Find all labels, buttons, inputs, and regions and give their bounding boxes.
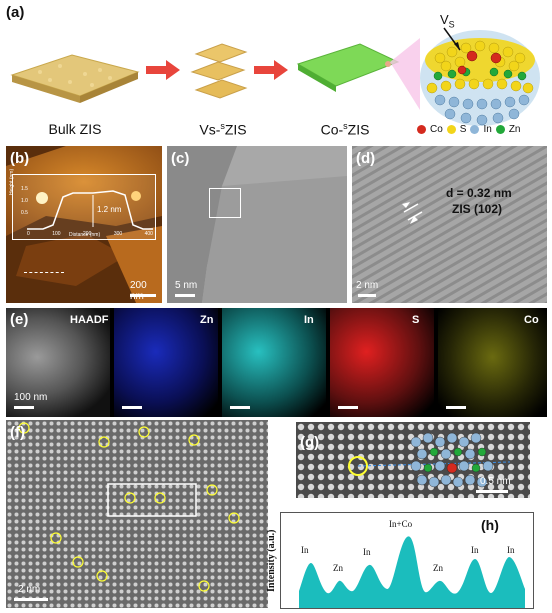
atom-array <box>426 40 534 126</box>
height-annotation: 1.2 nm <box>97 205 122 214</box>
bulk-zis-flake <box>10 54 140 97</box>
arrow-right-2 <box>254 60 288 80</box>
panel-f-haadf-stem-image: 2 nm <box>6 420 268 608</box>
panel-g-zoom-image: 0.5 nm <box>296 422 530 498</box>
scale-bar-g <box>476 490 508 493</box>
lattice-plane-label: ZIS (102) <box>452 202 503 216</box>
peak-label-0: In <box>301 545 309 555</box>
peak-label-3: In+Co <box>389 519 413 529</box>
scale-label-f: 2 nm <box>18 584 41 595</box>
inset-xticks: 0 100 200 300 400 <box>27 231 153 237</box>
panel-c-tem-image: 5 nm <box>167 146 347 303</box>
panel-label-d: (d) <box>356 150 376 167</box>
co-zis-sheet <box>296 43 400 87</box>
scale-bar-f <box>14 598 48 601</box>
bulk-zis-flake-edge <box>80 72 138 103</box>
panel-h-intensity-profile: In Zn In In+Co Zn In In (h) <box>280 512 534 609</box>
scale-label-c: 5 nm <box>175 280 198 291</box>
line-profile-path <box>24 272 64 273</box>
h-ylabel: Intensity (a.u.) <box>266 529 277 592</box>
panel-label-f: (f) <box>10 424 25 441</box>
zn-map <box>114 308 218 417</box>
scale-bar-e-s <box>338 406 358 409</box>
scale-label-e: 100 nm <box>14 392 48 403</box>
caption-vs-zis: Vs-sZIS <box>199 121 247 138</box>
element-legend: Co S In Zn <box>417 124 520 135</box>
panel-label-h: (h) <box>481 517 499 533</box>
co-zis-sheet-side <box>298 64 336 92</box>
in-map <box>222 308 326 417</box>
scale-bar-e-in <box>230 406 250 409</box>
scale-label-d: 2 nm <box>356 280 379 291</box>
s-map <box>330 308 434 417</box>
scale-bar-d <box>358 294 376 297</box>
label-s: S <box>412 314 420 326</box>
arrow-right-1 <box>146 60 180 80</box>
inset-yticks: 1.5 1.0 0.5 <box>21 186 28 216</box>
bulk-zis-flake-side <box>12 75 80 103</box>
single-atom-markers <box>18 422 240 592</box>
legend-co-label: Co <box>430 124 443 135</box>
peak-label-5: In <box>471 545 479 555</box>
d-spacing-label: d = 0.32 nm <box>446 186 512 200</box>
caption-co-zis: Co-sZIS <box>320 121 370 138</box>
co-zis-spot <box>385 61 391 67</box>
panel-d-hrtem-image: d = 0.32 nm ZIS (102) 2 nm <box>352 146 547 303</box>
legend-zn-label: Zn <box>508 124 521 135</box>
legend-s-dot <box>446 125 456 134</box>
vs-zis-sheet-1 <box>194 43 248 63</box>
panel-label-a: (a) <box>6 4 25 21</box>
panel-b-afm-image: Height (nm) 1.5 1.0 0.5 0 100 200 300 400 Dist… <box>6 146 162 303</box>
peak-label-1: Zn <box>333 563 343 573</box>
zoom-region-box-f <box>107 483 197 517</box>
label-co: Co <box>524 314 539 326</box>
peak-label-4: Zn <box>433 563 443 573</box>
scale-bar-e-zn <box>122 406 142 409</box>
haadf-map <box>6 308 110 417</box>
overlay-atom-model <box>410 432 494 488</box>
caption-bulk-zis: Bulk ZIS <box>48 121 102 137</box>
intensity-plot <box>299 536 525 608</box>
scale-bar-e-co <box>446 406 466 409</box>
scale-bar-b <box>130 294 156 297</box>
inset-ylabel: Height (nm) <box>9 168 15 195</box>
panel-label-c: (c) <box>171 150 190 167</box>
co-atom-marker <box>348 456 368 476</box>
panel-label-g: (g) <box>300 434 320 451</box>
zoom-region-box <box>209 188 241 218</box>
scale-bar-c <box>175 294 195 297</box>
panel-label-b: (b) <box>10 150 30 167</box>
legend-co-dot <box>417 125 426 134</box>
vs-zis-sheet-2 <box>190 61 246 81</box>
legend-in-label: In <box>483 124 492 135</box>
schematic-illustration <box>10 27 540 126</box>
scale-label-g: 0.5 nm <box>480 476 511 487</box>
afm-inset-profile: Height (nm) 1.5 1.0 0.5 0 100 200 300 400 Dist… <box>9 169 156 240</box>
peak-label-2: In <box>363 547 371 557</box>
vs-zis-sheet-3 <box>194 79 248 99</box>
magnify-cone <box>390 38 420 110</box>
panel-e-eds-maps: HAADF Zn In S Co 100 nm <box>6 308 547 417</box>
intensity-area <box>299 536 525 608</box>
label-zn: Zn <box>200 314 214 326</box>
legend-s-label: S <box>459 124 467 135</box>
co-map <box>438 308 547 417</box>
scale-bar-e-haadf <box>14 406 34 409</box>
label-in: In <box>304 314 314 326</box>
legend-in-dot <box>470 125 480 134</box>
scale-label-b: 200 nm <box>130 280 147 302</box>
peak-label-6: In <box>507 545 515 555</box>
vs-label: VS <box>440 12 455 30</box>
inset-xlabel: Distance (nm) <box>69 232 101 238</box>
legend-zn-dot <box>495 125 505 134</box>
label-haadf: HAADF <box>70 314 109 326</box>
panel-label-e: (e) <box>10 311 29 328</box>
